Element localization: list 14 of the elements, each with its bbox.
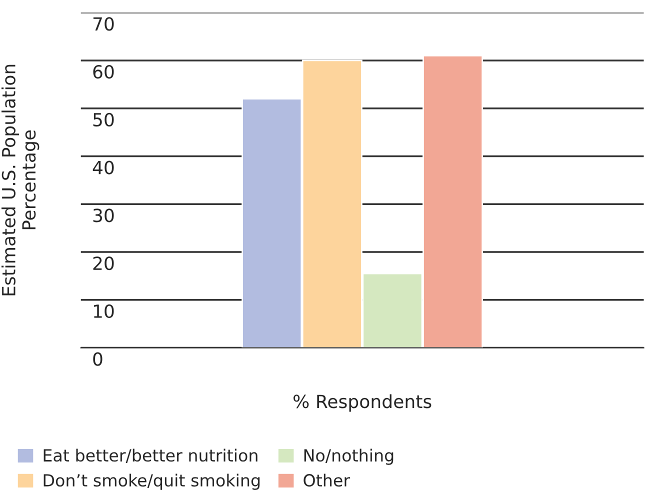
y-axis-title: Estimated U.S. Population Percentage (2, 64, 40, 296)
legend-label: Other (304, 474, 350, 487)
y-tick-label: 0 (93, 352, 102, 366)
y-tick-label: 60 (93, 64, 114, 79)
y-tick-label: 10 (94, 304, 114, 318)
y-tick-label: 40 (92, 160, 114, 174)
legend-label: Eat better/better nutrition (44, 448, 258, 463)
x-axis-title: % Respondents (294, 394, 432, 412)
y-tick-label: 70 (93, 17, 114, 31)
y-tick-label: 30 (93, 208, 114, 222)
y-tick-label: 20 (93, 256, 114, 270)
y-tick-label: 50 (93, 112, 114, 127)
legend-label: Don’t smoke/quit smoking (44, 474, 260, 490)
legend-label: No/nothing (304, 448, 394, 465)
